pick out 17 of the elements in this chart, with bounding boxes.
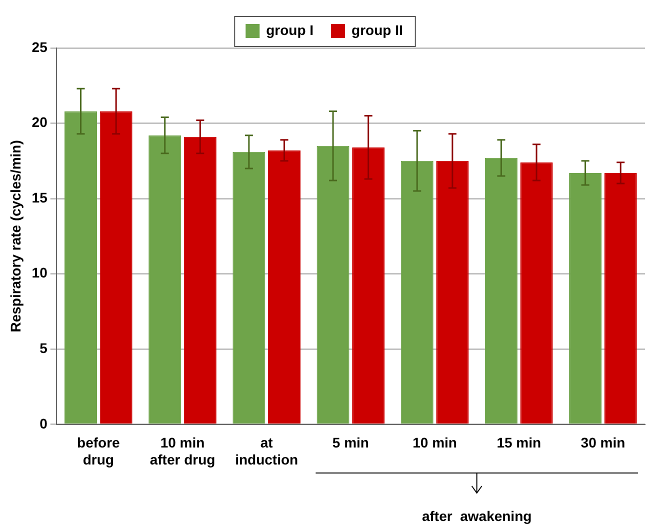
x-tick-label: 15 min [496,434,542,451]
y-tick-label: 25 [32,38,48,55]
y-tick-label: 10 [32,264,48,281]
x-tick-label: 5 min [332,434,369,451]
x-tick-label: 10 min [412,434,457,451]
y-axis-title: Respiratory rate (cycles/min) [7,140,24,332]
y-tick-label: 20 [32,114,48,130]
y-tick-label: 0 [40,415,48,432]
x-tick-label: 30 min [580,434,626,451]
x-tick-label: 10 min after drug [150,434,216,468]
legend-label: group I [266,22,314,38]
text: after awakening [422,508,532,524]
x-tick-label: before drug [77,434,120,468]
y-tick-label: 15 [32,189,48,206]
legend-label: group II [352,22,403,38]
y-tick-label: 5 [40,340,48,356]
x-tick-label: at induction [235,434,298,468]
